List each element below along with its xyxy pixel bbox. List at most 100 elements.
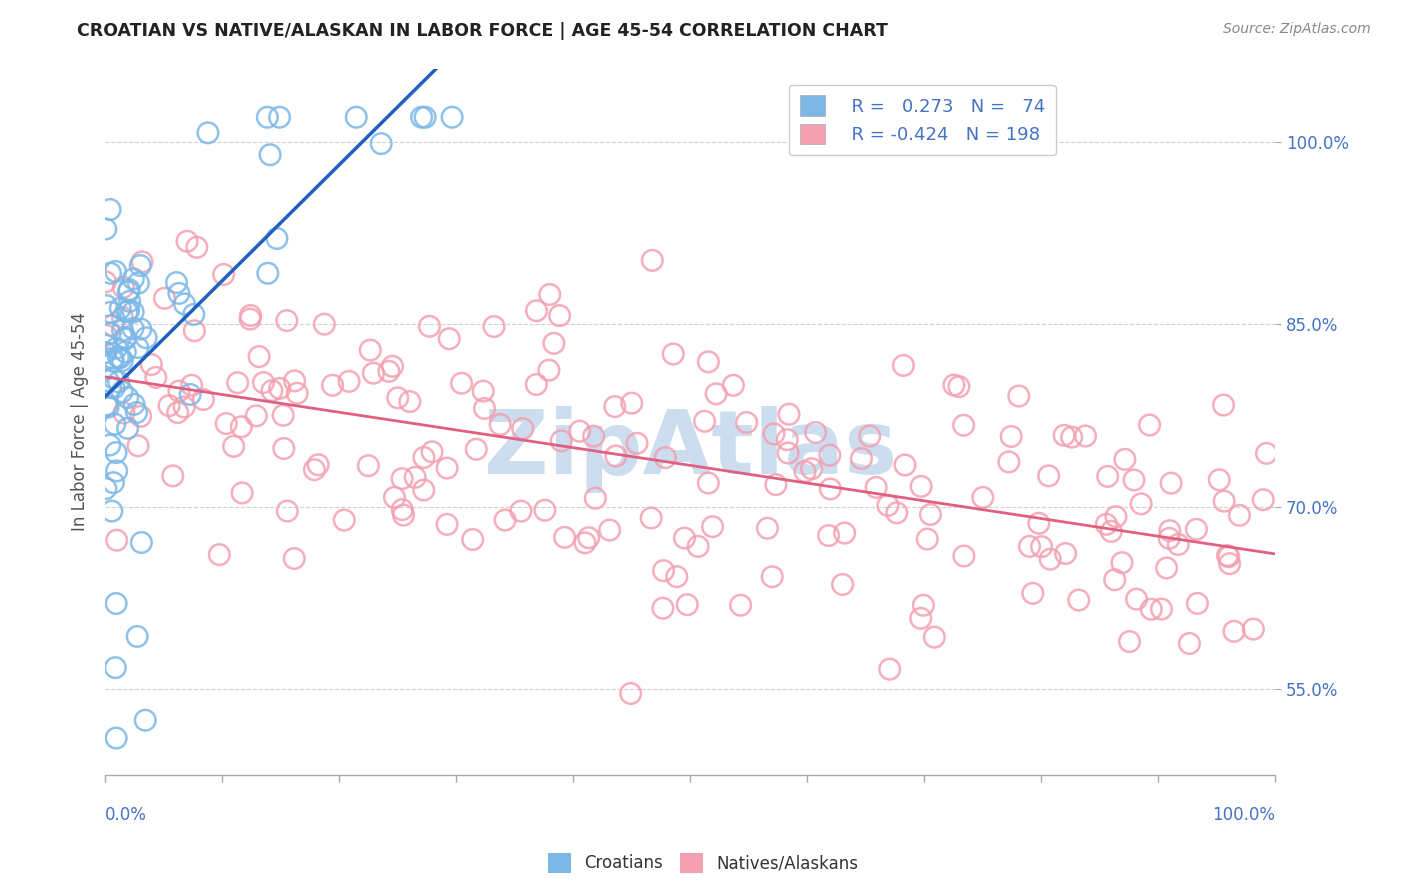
Point (180, 378, 202, 392)
Point (129, 322, 152, 336)
Point (953, 549, 976, 563)
Point (1097, 469, 1119, 483)
Point (482, 319, 505, 334)
Point (276, 313, 298, 327)
Point (765, 477, 787, 491)
Point (100, 381, 122, 395)
Point (134, 713, 156, 727)
Point (893, 359, 915, 373)
Point (117, 421, 139, 435)
Point (94, 345, 117, 359)
Point (761, 570, 783, 584)
Point (582, 429, 605, 443)
Point (1229, 508, 1251, 523)
Point (599, 523, 621, 537)
Point (162, 468, 184, 483)
Point (344, 110, 367, 124)
Point (283, 551, 305, 566)
Point (688, 540, 710, 554)
Point (378, 364, 401, 378)
Point (1038, 468, 1060, 483)
Point (1251, 492, 1274, 507)
Point (269, 381, 291, 395)
Point (1140, 602, 1163, 616)
Point (186, 240, 208, 254)
Point (1212, 398, 1234, 412)
Point (208, 548, 231, 562)
Point (94, 482, 117, 496)
Point (554, 530, 576, 544)
Point (197, 126, 219, 140)
Point (100, 266, 122, 280)
Point (1159, 532, 1181, 546)
Point (117, 391, 139, 405)
Point (418, 319, 440, 334)
Point (96, 299, 118, 313)
Point (412, 483, 434, 497)
Point (1118, 634, 1140, 648)
Point (626, 436, 648, 450)
Point (420, 445, 443, 459)
Point (239, 312, 262, 326)
Point (391, 502, 413, 516)
Point (307, 458, 329, 472)
Point (948, 379, 970, 393)
Point (98, 326, 121, 341)
Point (820, 482, 842, 496)
Point (776, 433, 799, 447)
Point (370, 136, 392, 151)
Point (1256, 446, 1278, 460)
Point (193, 392, 215, 407)
Point (778, 407, 800, 421)
Point (252, 376, 274, 390)
Point (641, 253, 664, 268)
Point (1018, 540, 1040, 554)
Point (574, 536, 596, 550)
Point (231, 486, 253, 500)
Point (97, 400, 120, 414)
Point (1208, 473, 1230, 487)
Point (284, 374, 307, 388)
Point (550, 434, 572, 448)
Point (111, 310, 134, 325)
Point (105, 464, 128, 478)
Point (398, 394, 420, 409)
Text: 100.0%: 100.0% (1212, 806, 1275, 824)
Y-axis label: In Labor Force | Age 45-54: In Labor Force | Age 45-54 (72, 312, 89, 531)
Point (285, 386, 308, 401)
Point (104, 417, 127, 431)
Point (1187, 596, 1209, 610)
Text: Source: ZipAtlas.com: Source: ZipAtlas.com (1223, 22, 1371, 37)
Point (322, 378, 344, 392)
Point (665, 569, 688, 583)
Point (472, 384, 495, 398)
Point (127, 276, 149, 290)
Point (276, 504, 298, 518)
Point (794, 465, 817, 479)
Point (640, 511, 662, 525)
Point (125, 405, 148, 419)
Point (239, 309, 262, 323)
Point (333, 513, 356, 527)
Point (1000, 429, 1022, 443)
Point (474, 401, 496, 416)
Point (215, 417, 238, 431)
Point (110, 301, 132, 316)
Point (413, 110, 436, 124)
Point (94, 328, 117, 343)
Point (1074, 429, 1097, 443)
Point (111, 384, 134, 399)
Point (97, 374, 120, 388)
Point (912, 599, 935, 613)
Point (494, 513, 516, 527)
Point (1216, 549, 1239, 563)
Point (260, 384, 283, 398)
Point (1213, 494, 1236, 508)
Point (179, 387, 201, 401)
Point (917, 532, 939, 546)
Point (1178, 636, 1201, 650)
Point (127, 439, 149, 453)
Point (100, 305, 122, 319)
Point (118, 294, 141, 309)
Point (94, 275, 117, 289)
